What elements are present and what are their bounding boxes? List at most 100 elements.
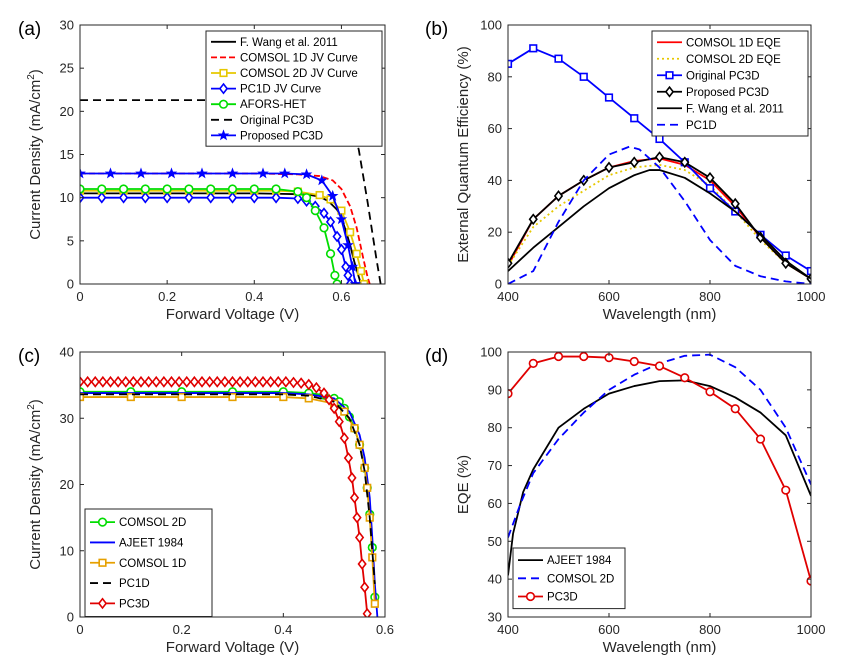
panel-d-ytick-label: 90 — [488, 382, 502, 397]
panel-c-series-pc3d-point — [83, 375, 93, 388]
panel-c-series-pc3d-point — [136, 375, 146, 388]
panel-c-ytick-label: 30 — [60, 411, 74, 426]
panel-d-legend-entry: AJEET 1984 — [547, 555, 612, 567]
panel-d-series-pc3d-point — [781, 485, 791, 495]
panel-a-series-pc1d-jv-curve-point — [206, 191, 216, 204]
panel-c-series-pc3d-point — [105, 375, 116, 388]
panel-a-series-comsol-2d-jv-curve-point — [359, 279, 369, 284]
panel-b-xtick-label: 1000 — [797, 289, 826, 304]
panel-a-series-proposed-pc3d-point — [196, 167, 208, 179]
panel-a-ytick-label: 30 — [60, 18, 74, 33]
panel-a-legend-entry: PC1D JV Curve — [240, 84, 321, 96]
panel-b-series-comsol-2d-eqe-line — [508, 163, 811, 280]
panel-a-legend: F. Wang et al. 2011 COMSOL 1D JV Curve COM… — [205, 30, 383, 147]
panel-c-series-pc3d-point — [128, 375, 138, 388]
panel-a-ytick-label: 25 — [60, 61, 74, 76]
panel-a-legend-entry: AFORS-HET — [240, 99, 306, 111]
panel-a-series-pc1d-jv-curve-point — [325, 215, 336, 228]
panel-d-legend-entry: COMSOL 2D — [547, 573, 614, 585]
panel-d-legend-entry: PC3D — [547, 592, 578, 604]
panel-a-ylabel: Current Density (mA/cm2) — [26, 69, 44, 240]
panel-a-series-pc1d-jv-curve-point — [249, 191, 259, 204]
panel-b-series-proposed-pc3d-point — [730, 197, 740, 210]
panel-a-xtick-label: 0.6 — [332, 289, 350, 304]
panel-a-legend-marker — [217, 129, 230, 141]
panel-b-ytick-label: 60 — [488, 121, 502, 136]
panel-c-series-comsol-1d-point — [279, 392, 288, 402]
panel-c-series-pc3d-point — [159, 375, 169, 388]
panel-a-xtick-label: 0 — [76, 289, 83, 304]
panel-d-xtick-label: 800 — [699, 622, 721, 637]
panel-b-ytick-label: 40 — [488, 173, 502, 188]
panel-c-series-pc3d-point — [343, 452, 354, 464]
panel-b-series-original-pc3d-point — [630, 114, 639, 123]
panel-a-series-afors-het-point — [184, 184, 194, 194]
panel-c-xtick-label: 0.4 — [274, 622, 292, 637]
panel-a-series-afors-het-point — [140, 184, 150, 194]
panel-a-series-pc1d-jv-curve-point — [118, 191, 129, 204]
panel-b-legend-entry: COMSOL 1D EQE — [686, 37, 781, 49]
panel-a-legend-entry: COMSOL 1D JV Curve — [240, 52, 358, 64]
panel-c-series-pc3d-point — [362, 607, 372, 617]
panel-c-series-pc3d-point — [197, 375, 207, 388]
panel-d-label: (d) — [425, 346, 448, 367]
panel-a-xtick-label: 0.4 — [245, 289, 263, 304]
panel-c-label: (c) — [18, 346, 40, 367]
panel-c-series-pc3d-point — [212, 375, 222, 388]
panel-a-ytick-label: 10 — [60, 190, 74, 205]
panel-a-series-afors-het-point — [162, 184, 172, 194]
panel-b-xtick-label: 400 — [497, 289, 519, 304]
panel-c-series-pc3d-point — [98, 375, 108, 388]
panel-d-legend-marker — [525, 591, 536, 602]
panel-a-series-proposed-pc3d-point — [135, 167, 147, 179]
panel-a-legend-entry: COMSOL 2D JV Curve — [240, 68, 358, 80]
panel-b-series-proposed-pc3d-point — [553, 190, 564, 202]
panel-c-ytick-label: 20 — [60, 477, 74, 492]
panel-c-series-pc3d-point — [281, 375, 291, 388]
panel-c-series-pc3d-point — [243, 375, 253, 388]
panel-b-series-proposed-pc3d-point — [629, 156, 639, 169]
panel-b-xtick-label: 600 — [598, 289, 620, 304]
panel-a-series-pc1d-jv-curve-point — [162, 191, 172, 204]
panel-a-xtick-label: 0.2 — [158, 289, 176, 304]
panel-d-series-pc3d-point — [680, 373, 690, 383]
panel-c-series-pc3d-point — [334, 415, 344, 428]
panel-c-xlabel: Forward Voltage (V) — [166, 639, 299, 656]
panel-a-legend-marker — [218, 99, 229, 109]
panel-b-legend-marker — [664, 85, 675, 98]
panel-b-series-original-pc3d-point — [655, 134, 664, 144]
panel-c-series-pc3d-point — [174, 375, 184, 388]
panel-b-series-pc1d-line — [508, 145, 811, 284]
panel-d-series-pc3d-point — [579, 352, 589, 362]
panel-c-series-pc3d-point — [250, 375, 260, 388]
panel-c-series-pc3d-point — [311, 381, 321, 394]
panel-b-legend-entry: PC1D — [686, 120, 717, 132]
panel-b-series-proposed-pc3d-point — [755, 231, 766, 244]
panel-a-series-pc1d-jv-curve-point — [184, 191, 194, 204]
panel-c-series-pc3d-point — [144, 375, 154, 388]
panel-c-series-comsol-1d-point — [80, 392, 85, 402]
panel-c-xtick-label: 0.2 — [173, 622, 191, 637]
panel-c-series-comsol-1d-point — [370, 599, 379, 608]
panel-d-series-pc3d-point — [654, 361, 665, 371]
panel-d-series-comsol-2d-line — [508, 353, 811, 538]
panel-a-series-afors-het-point — [330, 270, 340, 280]
panel-d-series-pc3d-point — [705, 387, 715, 397]
panel-c-series-pc3d-point — [329, 402, 339, 415]
panel-c-series-pc3d-point — [189, 375, 199, 388]
panel-d-xtick-label: 400 — [497, 622, 519, 637]
panel-c-series-pc3d-point — [80, 375, 85, 388]
panel-d: 400 600 800 1000 30 40 50 60 70 80 90 100 Wavelength… — [425, 345, 825, 657]
panel-c-series-pc3d-point — [266, 375, 276, 388]
panel-c-series-pc3d-point — [288, 376, 299, 389]
panel-a-series-pc1d-jv-curve-point — [140, 191, 150, 204]
panel-c-series-comsol-1d-point — [340, 407, 349, 416]
panel-b-legend-entry: COMSOL 2D EQE — [686, 54, 781, 66]
panel-b-series-original-pc3d-point — [806, 266, 811, 276]
panel-c-legend-entry: AJEET 1984 — [119, 537, 184, 549]
panel-a-ytick-label: 5 — [67, 233, 74, 248]
panel-c-series-pc3d-point — [90, 375, 100, 388]
panel-c-legend-entry: PC1D — [119, 578, 150, 590]
panel-a-series-comsol-2d-jv-curve-point — [356, 266, 366, 276]
panel-b-ylabel: External Quantum Efficiency (%) — [455, 46, 472, 262]
